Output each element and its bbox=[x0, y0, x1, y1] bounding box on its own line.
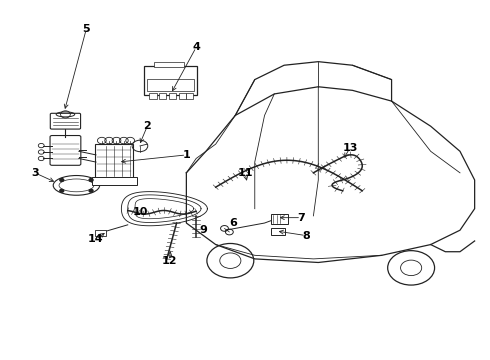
Circle shape bbox=[89, 189, 93, 192]
Text: 6: 6 bbox=[229, 218, 237, 228]
Text: 11: 11 bbox=[237, 168, 253, 178]
FancyBboxPatch shape bbox=[144, 66, 197, 95]
FancyBboxPatch shape bbox=[50, 113, 80, 129]
Text: 3: 3 bbox=[31, 168, 39, 178]
FancyBboxPatch shape bbox=[178, 93, 186, 99]
Text: 7: 7 bbox=[297, 213, 305, 222]
Text: 4: 4 bbox=[192, 42, 200, 52]
Text: 13: 13 bbox=[343, 143, 358, 153]
Text: 2: 2 bbox=[144, 121, 151, 131]
FancyBboxPatch shape bbox=[186, 93, 193, 99]
Circle shape bbox=[89, 179, 93, 181]
FancyBboxPatch shape bbox=[169, 93, 176, 99]
Text: 5: 5 bbox=[82, 24, 90, 35]
FancyBboxPatch shape bbox=[271, 215, 288, 224]
Text: 1: 1 bbox=[182, 150, 190, 160]
Text: 10: 10 bbox=[132, 207, 147, 217]
Text: 12: 12 bbox=[162, 256, 177, 266]
FancyBboxPatch shape bbox=[159, 93, 166, 99]
Text: 14: 14 bbox=[88, 234, 104, 244]
FancyBboxPatch shape bbox=[154, 62, 184, 67]
FancyBboxPatch shape bbox=[96, 144, 133, 179]
FancyBboxPatch shape bbox=[149, 93, 157, 99]
FancyBboxPatch shape bbox=[271, 228, 285, 235]
FancyBboxPatch shape bbox=[147, 79, 194, 91]
Text: 8: 8 bbox=[302, 231, 310, 240]
Text: 9: 9 bbox=[199, 225, 207, 235]
Circle shape bbox=[60, 189, 64, 192]
Circle shape bbox=[60, 179, 64, 181]
FancyBboxPatch shape bbox=[92, 177, 137, 185]
FancyBboxPatch shape bbox=[50, 135, 81, 165]
FancyBboxPatch shape bbox=[96, 230, 106, 236]
